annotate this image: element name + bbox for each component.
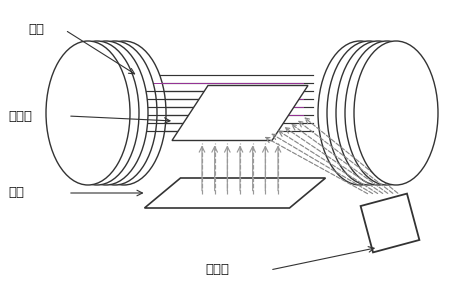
Ellipse shape xyxy=(354,41,438,185)
Ellipse shape xyxy=(55,41,139,185)
Ellipse shape xyxy=(82,41,166,185)
Ellipse shape xyxy=(64,41,148,185)
Ellipse shape xyxy=(318,41,402,185)
Ellipse shape xyxy=(345,41,429,185)
Polygon shape xyxy=(145,178,326,208)
Polygon shape xyxy=(172,86,308,140)
Text: 靶材: 靶材 xyxy=(8,187,24,199)
Text: 离子束: 离子束 xyxy=(205,263,229,276)
Ellipse shape xyxy=(336,41,420,185)
Ellipse shape xyxy=(73,41,157,185)
Polygon shape xyxy=(361,194,419,252)
Text: 加热器: 加热器 xyxy=(8,109,32,122)
Text: 带材: 带材 xyxy=(28,23,44,36)
Ellipse shape xyxy=(46,41,130,185)
Ellipse shape xyxy=(327,41,411,185)
